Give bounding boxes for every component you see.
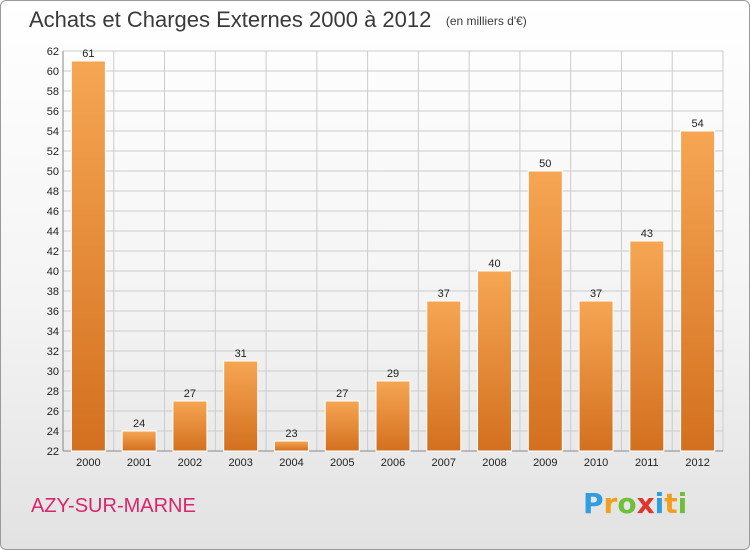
y-tick-label: 52 (47, 146, 59, 158)
bar-value-label: 61 (82, 48, 94, 60)
bar (578, 300, 614, 452)
bar-value-label: 29 (387, 368, 399, 380)
bar (426, 300, 462, 452)
commune-name: AZY-SUR-MARNE (31, 495, 196, 517)
bar-value-label: 50 (539, 158, 551, 170)
y-tick-label: 56 (47, 106, 59, 118)
bar (375, 380, 411, 452)
bar (70, 60, 106, 452)
y-tick-label: 26 (47, 406, 59, 418)
y-tick-label: 60 (47, 66, 59, 78)
x-tick-label: 2008 (482, 457, 506, 469)
x-tick-label: 2012 (685, 457, 709, 469)
proxiti-logo[interactable]: Proxiti (583, 487, 687, 520)
bar (172, 400, 208, 452)
y-tick-label: 24 (47, 426, 59, 438)
x-tick-label: 2005 (330, 457, 354, 469)
bar (680, 130, 716, 452)
bar-value-label: 24 (133, 418, 145, 430)
bar (121, 430, 157, 452)
y-tick-label: 38 (47, 286, 59, 298)
x-tick-label: 2002 (178, 457, 202, 469)
bar-value-label: 23 (285, 428, 297, 440)
logo-letter: r (603, 487, 618, 520)
x-tick-label: 2000 (76, 457, 100, 469)
bar (223, 360, 259, 452)
x-tick-label: 2001 (127, 457, 151, 469)
chart-subtitle: (en milliers d'€) (445, 14, 527, 28)
y-tick-label: 30 (47, 366, 59, 378)
bar-value-label: 54 (691, 118, 703, 130)
bar-value-label: 40 (488, 258, 500, 270)
label-layer: 22 24 26 28 30 32 34 36 38 40 42 44 46 48 50 52 54 56 58 60… (47, 46, 710, 469)
logo-letter: P (583, 487, 604, 520)
y-tick-label: 32 (47, 346, 59, 358)
bar (273, 440, 309, 452)
y-tick-label: 34 (47, 326, 59, 338)
bar (324, 400, 360, 452)
bar-layer (70, 60, 716, 452)
x-tick-label: 2007 (432, 457, 456, 469)
logo-letter: i (654, 487, 665, 520)
x-tick-label: 2009 (533, 457, 557, 469)
y-tick-label: 36 (47, 306, 59, 318)
y-tick-label: 48 (47, 186, 59, 198)
y-tick-label: 54 (47, 126, 59, 138)
y-tick-label: 58 (47, 86, 59, 98)
bar-value-label: 31 (235, 348, 247, 360)
y-tick-label: 42 (47, 246, 59, 258)
y-tick-label: 22 (47, 446, 59, 458)
y-tick-label: 50 (47, 166, 59, 178)
bar-value-label: 37 (590, 288, 602, 300)
logo-letter: x (636, 487, 655, 520)
x-tick-label: 2011 (635, 457, 659, 469)
bar-value-label: 27 (336, 388, 348, 400)
y-tick-label: 62 (47, 46, 59, 58)
y-tick-label: 44 (47, 226, 59, 238)
bar (477, 270, 513, 452)
x-tick-label: 2010 (584, 457, 608, 469)
chart-header: Achats et Charges Externes 2000 à 2012 (… (29, 7, 527, 33)
bar-value-label: 43 (641, 228, 653, 240)
bar-value-label: 27 (184, 388, 196, 400)
bar-value-label: 37 (438, 288, 450, 300)
y-tick-label: 28 (47, 386, 59, 398)
bar (629, 240, 665, 452)
logo-letter: i (677, 487, 688, 520)
x-tick-label: 2006 (381, 457, 405, 469)
x-tick-label: 2004 (279, 457, 303, 469)
logo-letter: o (617, 487, 637, 520)
y-tick-label: 40 (47, 266, 59, 278)
logo-letter: t (664, 487, 678, 520)
bar (527, 170, 563, 452)
chart-title: Achats et Charges Externes 2000 à 2012 (29, 7, 432, 32)
y-tick-label: 46 (47, 206, 59, 218)
x-tick-label: 2003 (228, 457, 252, 469)
